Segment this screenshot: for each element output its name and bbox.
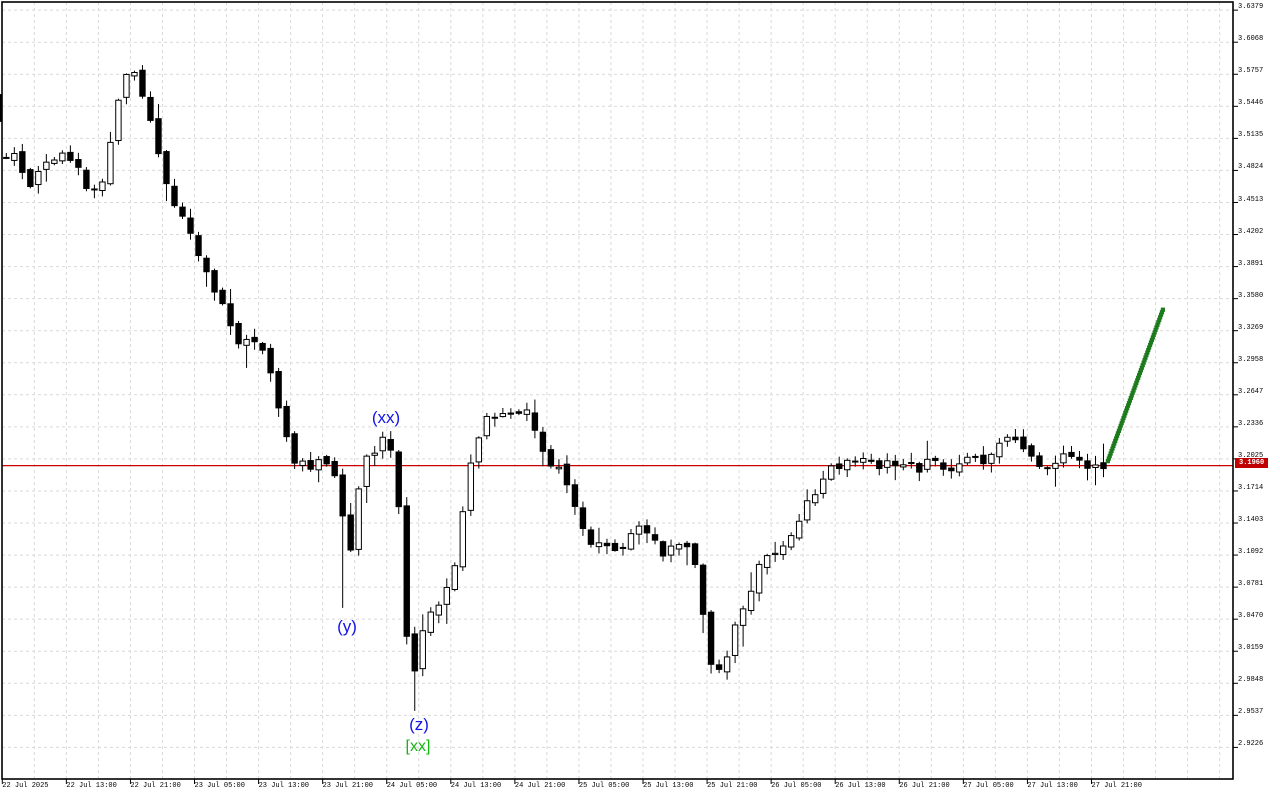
svg-text:[xx]: [xx] [406, 738, 431, 755]
svg-text:(z): (z) [409, 715, 429, 734]
svg-text:(xx): (xx) [372, 408, 400, 427]
svg-text:(y): (y) [337, 617, 357, 636]
